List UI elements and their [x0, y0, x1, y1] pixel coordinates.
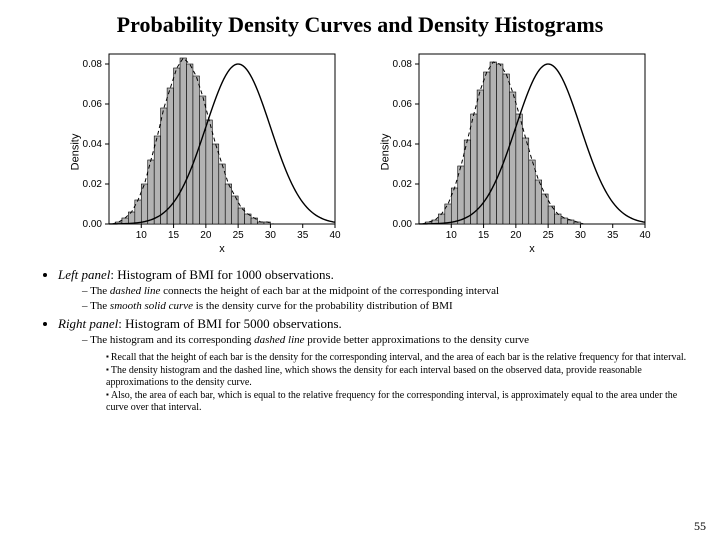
svg-text:30: 30	[265, 230, 277, 241]
svg-text:25: 25	[543, 230, 555, 241]
svg-text:0.08: 0.08	[83, 59, 103, 70]
svg-text:10: 10	[446, 230, 458, 241]
svg-text:35: 35	[607, 230, 619, 241]
bullet-left-panel: Left panel: Histogram of BMI for 1000 ob…	[58, 267, 690, 314]
svg-text:40: 40	[639, 230, 651, 241]
svg-text:40: 40	[329, 230, 341, 241]
svg-text:0.00: 0.00	[83, 219, 103, 230]
svg-text:0.04: 0.04	[83, 139, 103, 150]
dash-dashed-line: The dashed line connects the height of e…	[82, 285, 690, 299]
svg-text:0.02: 0.02	[393, 179, 413, 190]
svg-text:0.06: 0.06	[83, 99, 103, 110]
dash-better-approx: The histogram and its corresponding dash…	[82, 334, 690, 348]
svg-text:15: 15	[478, 230, 490, 241]
bullet-right-panel: Right panel: Histogram of BMI for 5000 o…	[58, 316, 690, 414]
svg-text:30: 30	[575, 230, 587, 241]
svg-text:25: 25	[233, 230, 245, 241]
dash-solid-curve: The smooth solid curve is the density cu…	[82, 300, 690, 314]
sq-recall: Recall that the height of each bar is th…	[106, 352, 690, 364]
right-ylabel: Density	[379, 133, 391, 170]
charts-row: Density 10 15 20 25 30 35 40 x 0.00 0.02 0.04 0.06 0…	[0, 44, 720, 259]
left-panel-text: : Histogram of BMI for 1000 observations…	[110, 267, 334, 282]
right-panel-label: Right panel	[58, 316, 118, 331]
svg-text:15: 15	[168, 230, 180, 241]
svg-text:0.08: 0.08	[393, 59, 413, 70]
svg-text:20: 20	[510, 230, 522, 241]
page-title: Probability Density Curves and Density H…	[0, 0, 720, 44]
left-chart-svg: 10 15 20 25 30 35 40 x 0.00 0.02 0.04 0.06 0.08	[65, 44, 345, 254]
svg-text:x: x	[529, 243, 535, 254]
right-chart-svg: 10 15 20 25 30 35 40 x 0.00 0.02 0.04 0.06 0.08	[375, 44, 655, 254]
svg-text:0.00: 0.00	[393, 219, 413, 230]
sq-area: Also, the area of each bar, which is equ…	[106, 390, 690, 414]
svg-text:0.02: 0.02	[83, 179, 103, 190]
right-panel-text: : Histogram of BMI for 5000 observations…	[118, 316, 342, 331]
svg-text:10: 10	[136, 230, 148, 241]
left-chart: Density 10 15 20 25 30 35 40 x 0.00 0.02 0.04 0.06 0…	[65, 44, 345, 259]
right-chart: Density 10 15 20 25 30 35 40 x 0.00 0.02 0.04 0.06 0…	[375, 44, 655, 259]
svg-text:20: 20	[200, 230, 212, 241]
svg-text:0.04: 0.04	[393, 139, 413, 150]
svg-text:x: x	[219, 243, 225, 254]
notes-block: Left panel: Histogram of BMI for 1000 ob…	[0, 259, 720, 414]
left-panel-label: Left panel	[58, 267, 110, 282]
page-number: 55	[694, 519, 706, 534]
svg-text:35: 35	[297, 230, 309, 241]
sq-density-hist: The density histogram and the dashed lin…	[106, 365, 690, 389]
left-ylabel: Density	[69, 133, 81, 170]
svg-text:0.06: 0.06	[393, 99, 413, 110]
